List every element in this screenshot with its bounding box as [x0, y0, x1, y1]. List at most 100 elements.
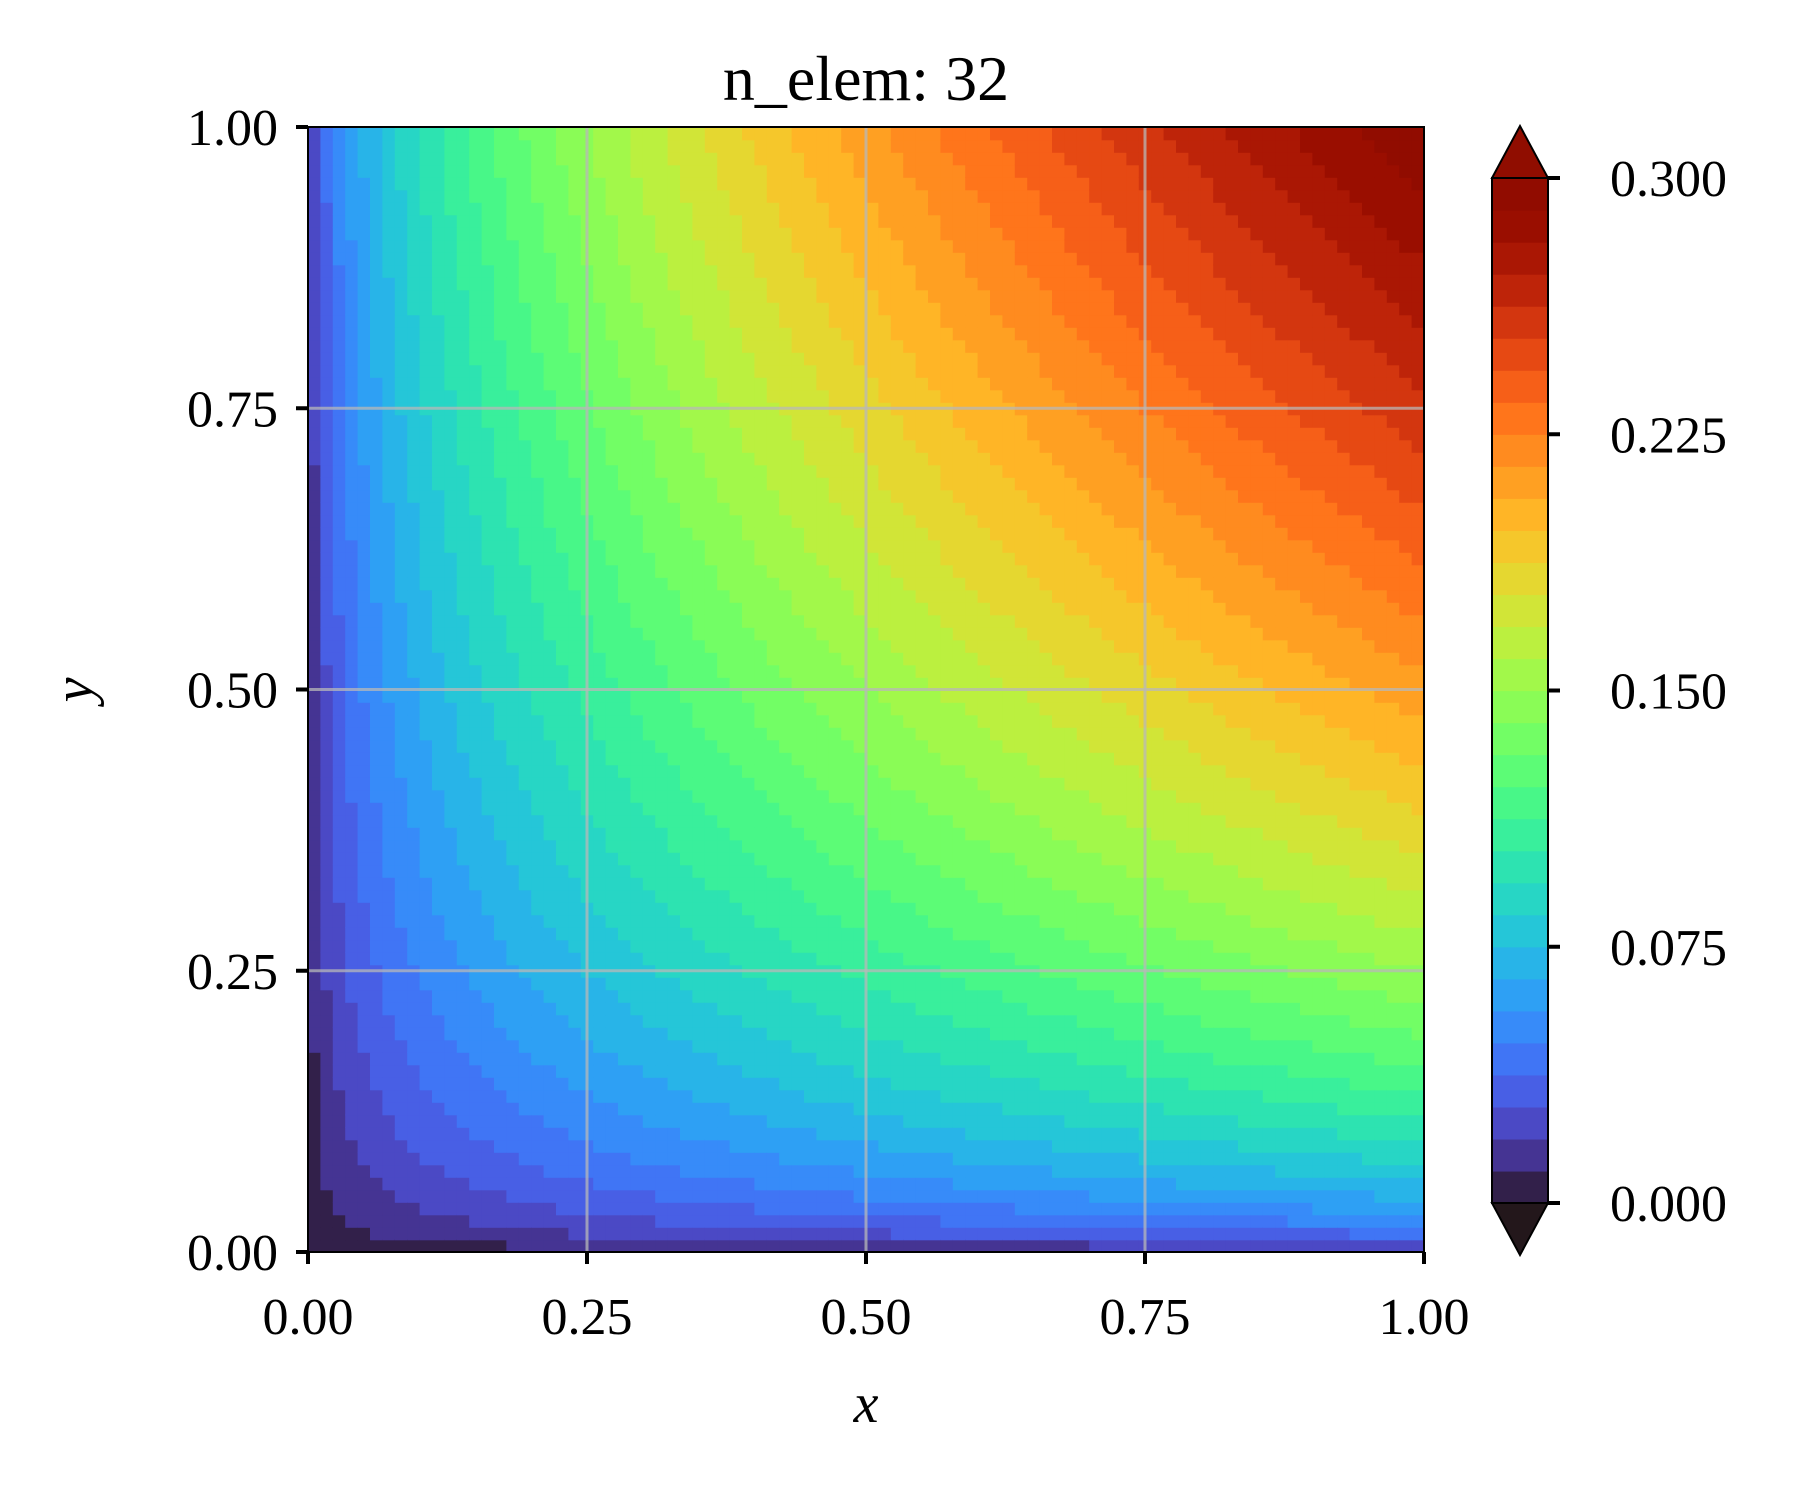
contour-cell [531, 702, 545, 716]
contour-cell [704, 152, 718, 166]
contour-cell [630, 239, 644, 253]
contour-cell [382, 377, 396, 391]
contour-cell [841, 652, 855, 666]
contour-cell [407, 827, 421, 841]
contour-cell [667, 139, 681, 153]
contour-cell [357, 339, 371, 353]
contour-cell [965, 852, 979, 866]
contour-cell [357, 352, 371, 366]
contour-cell [543, 1064, 557, 1078]
contour-cell [667, 227, 681, 241]
contour-cell [804, 1189, 818, 1203]
contour-cell [878, 564, 892, 578]
contour-cell [630, 789, 644, 803]
contour-cell [717, 589, 731, 603]
contour-cell [456, 802, 470, 816]
contour-cell [816, 889, 830, 903]
contour-cell [332, 789, 346, 803]
contour-cell [878, 1014, 892, 1028]
contour-cell [779, 552, 793, 566]
contour-cell [915, 1152, 929, 1166]
contour-cell [878, 364, 892, 378]
contour-cell [952, 714, 966, 728]
contour-cell [655, 502, 669, 516]
contour-cell [469, 777, 483, 791]
contour-cell [692, 1164, 706, 1178]
contour-cell [568, 177, 582, 191]
contour-cell [568, 627, 582, 641]
contour-cell [419, 1052, 433, 1066]
contour-cell [667, 714, 681, 728]
contour-cell [531, 1039, 545, 1053]
contour-cell [481, 1089, 495, 1103]
contour-cell [667, 1127, 681, 1141]
contour-cell [766, 714, 780, 728]
contour-cell [642, 314, 656, 328]
contour-cell [432, 314, 446, 328]
contour-cell [940, 277, 954, 291]
contour-cell [704, 277, 718, 291]
contour-cell [965, 939, 979, 953]
contour-cell [692, 789, 706, 803]
contour-cell [680, 664, 694, 678]
contour-cell [308, 1014, 322, 1028]
contour-cell [456, 227, 470, 241]
contour-cell [630, 1039, 644, 1053]
contour-cell [345, 777, 359, 791]
contour-cell [729, 127, 743, 141]
contour-cell [952, 164, 966, 178]
contour-cell [816, 1114, 830, 1128]
contour-cell [841, 1102, 855, 1116]
contour-cell [469, 289, 483, 303]
contour-cell [804, 1152, 818, 1166]
contour-cell [407, 1227, 421, 1241]
contour-cell [729, 627, 743, 641]
contour-cell [791, 1177, 805, 1191]
contour-cell [890, 177, 904, 191]
contour-cell [456, 1039, 470, 1053]
contour-cell [940, 477, 954, 491]
contour-cell [593, 789, 607, 803]
contour-cell [531, 1127, 545, 1141]
contour-cell [742, 1089, 756, 1103]
contour-cell [680, 1039, 694, 1053]
contour-cell [345, 539, 359, 553]
contour-cell [419, 714, 433, 728]
contour-cell [370, 539, 384, 553]
contour-cell [754, 1152, 768, 1166]
contour-cell [965, 414, 979, 428]
contour-cell [382, 1052, 396, 1066]
contour-cell [704, 352, 718, 366]
contour-cell [518, 152, 532, 166]
contour-cell [816, 177, 830, 191]
contour-cell [766, 152, 780, 166]
contour-cell [866, 552, 880, 566]
contour-cell [605, 852, 619, 866]
contour-cell [903, 839, 917, 853]
contour-cell [828, 189, 842, 203]
contour-cell [952, 1014, 966, 1028]
contour-cell [357, 539, 371, 553]
contour-cell [655, 202, 669, 216]
contour-cell [407, 302, 421, 316]
contour-cell [531, 1189, 545, 1203]
contour-cell [481, 1077, 495, 1091]
contour-cell [655, 1027, 669, 1041]
contour-cell [704, 227, 718, 241]
contour-cell [655, 627, 669, 641]
contour-cell [456, 764, 470, 778]
contour-cell [791, 1202, 805, 1216]
contour-cell [419, 877, 433, 891]
contour-cell [742, 577, 756, 591]
contour-cell [382, 1039, 396, 1053]
contour-cell [791, 789, 805, 803]
contour-cell [432, 1114, 446, 1128]
contour-cell [655, 352, 669, 366]
contour-cell [754, 839, 768, 853]
contour-cell [444, 352, 458, 366]
contour-cell [692, 689, 706, 703]
contour-cell [704, 1164, 718, 1178]
contour-cell [754, 714, 768, 728]
contour-cell [928, 352, 942, 366]
contour-cell [717, 1214, 731, 1228]
